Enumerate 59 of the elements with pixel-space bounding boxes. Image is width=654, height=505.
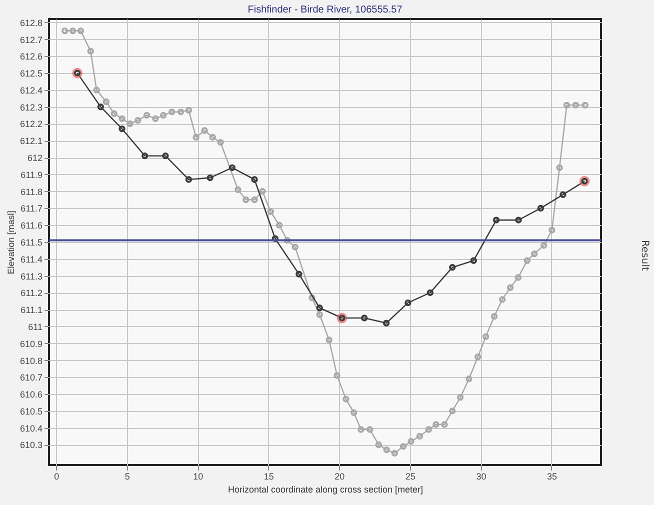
y-tick-label: 610.7 [20,372,42,383]
point [141,152,148,160]
point [361,314,368,322]
x-tick-label: 25 [405,472,416,482]
point [296,270,302,278]
y-tick-label: 610.5 [20,406,42,416]
y-tick-label: 612.8 [20,18,42,28]
point [97,104,104,110]
point [118,125,126,132]
y-axis-title: Elevation [masl] [6,210,16,274]
y-tick-label: 612.5 [20,68,42,79]
point [382,320,390,326]
point [515,216,522,224]
y-tick-label: 612.7 [20,34,42,45]
y-tick-label: 612.1 [20,136,42,146]
y-tick-label: 610.4 [20,423,42,434]
y-tick-label: 611.4 [20,254,42,264]
y-tick-label: 611.2 [20,288,42,298]
point [206,174,214,182]
y-tick-label: 612.3 [20,102,42,112]
x-tick-label: 15 [264,472,274,482]
x-tick-label: 10 [193,472,204,482]
y-tick-label: 611.3 [20,271,42,282]
x-tick-label: 30 [476,472,486,482]
y-tick-label: 612.2 [20,119,42,130]
point [228,164,236,172]
point [560,191,566,198]
point [449,264,456,271]
y-tick-label: 612 [27,153,42,164]
point [470,257,477,264]
point [316,304,323,312]
point [185,176,192,183]
point [272,235,279,242]
x-tick-label: 0 [54,472,60,482]
y-tick-label: 611 [28,322,42,332]
y-tick-label: 610.8 [20,356,42,366]
point [426,289,434,296]
y-tick-label: 610.9 [20,338,42,349]
x-axis-title: Horizontal coordinate along cross section [meter] [228,484,424,494]
y-tick-label: 612.6 [20,52,42,62]
y-tick-label: 611.9 [20,170,42,180]
y-tick-label: 611.8 [20,186,42,197]
y-tick-label: 612.4 [20,85,42,96]
text: Result [639,240,650,271]
y-tick-label: 610.3 [20,440,42,450]
y-tick-label: 610.6 [20,390,42,400]
x-tick-label: 35 [546,472,557,482]
point [492,216,500,224]
x-tick-label: 5 [124,472,130,482]
point [537,204,544,212]
y-tick-label: 611.5 [20,238,42,248]
y-tick-label: 611.6 [20,220,42,231]
y-tick-label: 611.1 [20,305,42,316]
x-tick-label: 20 [334,472,345,482]
point [162,152,169,160]
point [251,176,258,183]
y-tick-label: 611.7 [20,204,42,214]
chart-title: Fishfinder - Birde River, 106555.57 [248,4,403,16]
point [404,299,412,306]
